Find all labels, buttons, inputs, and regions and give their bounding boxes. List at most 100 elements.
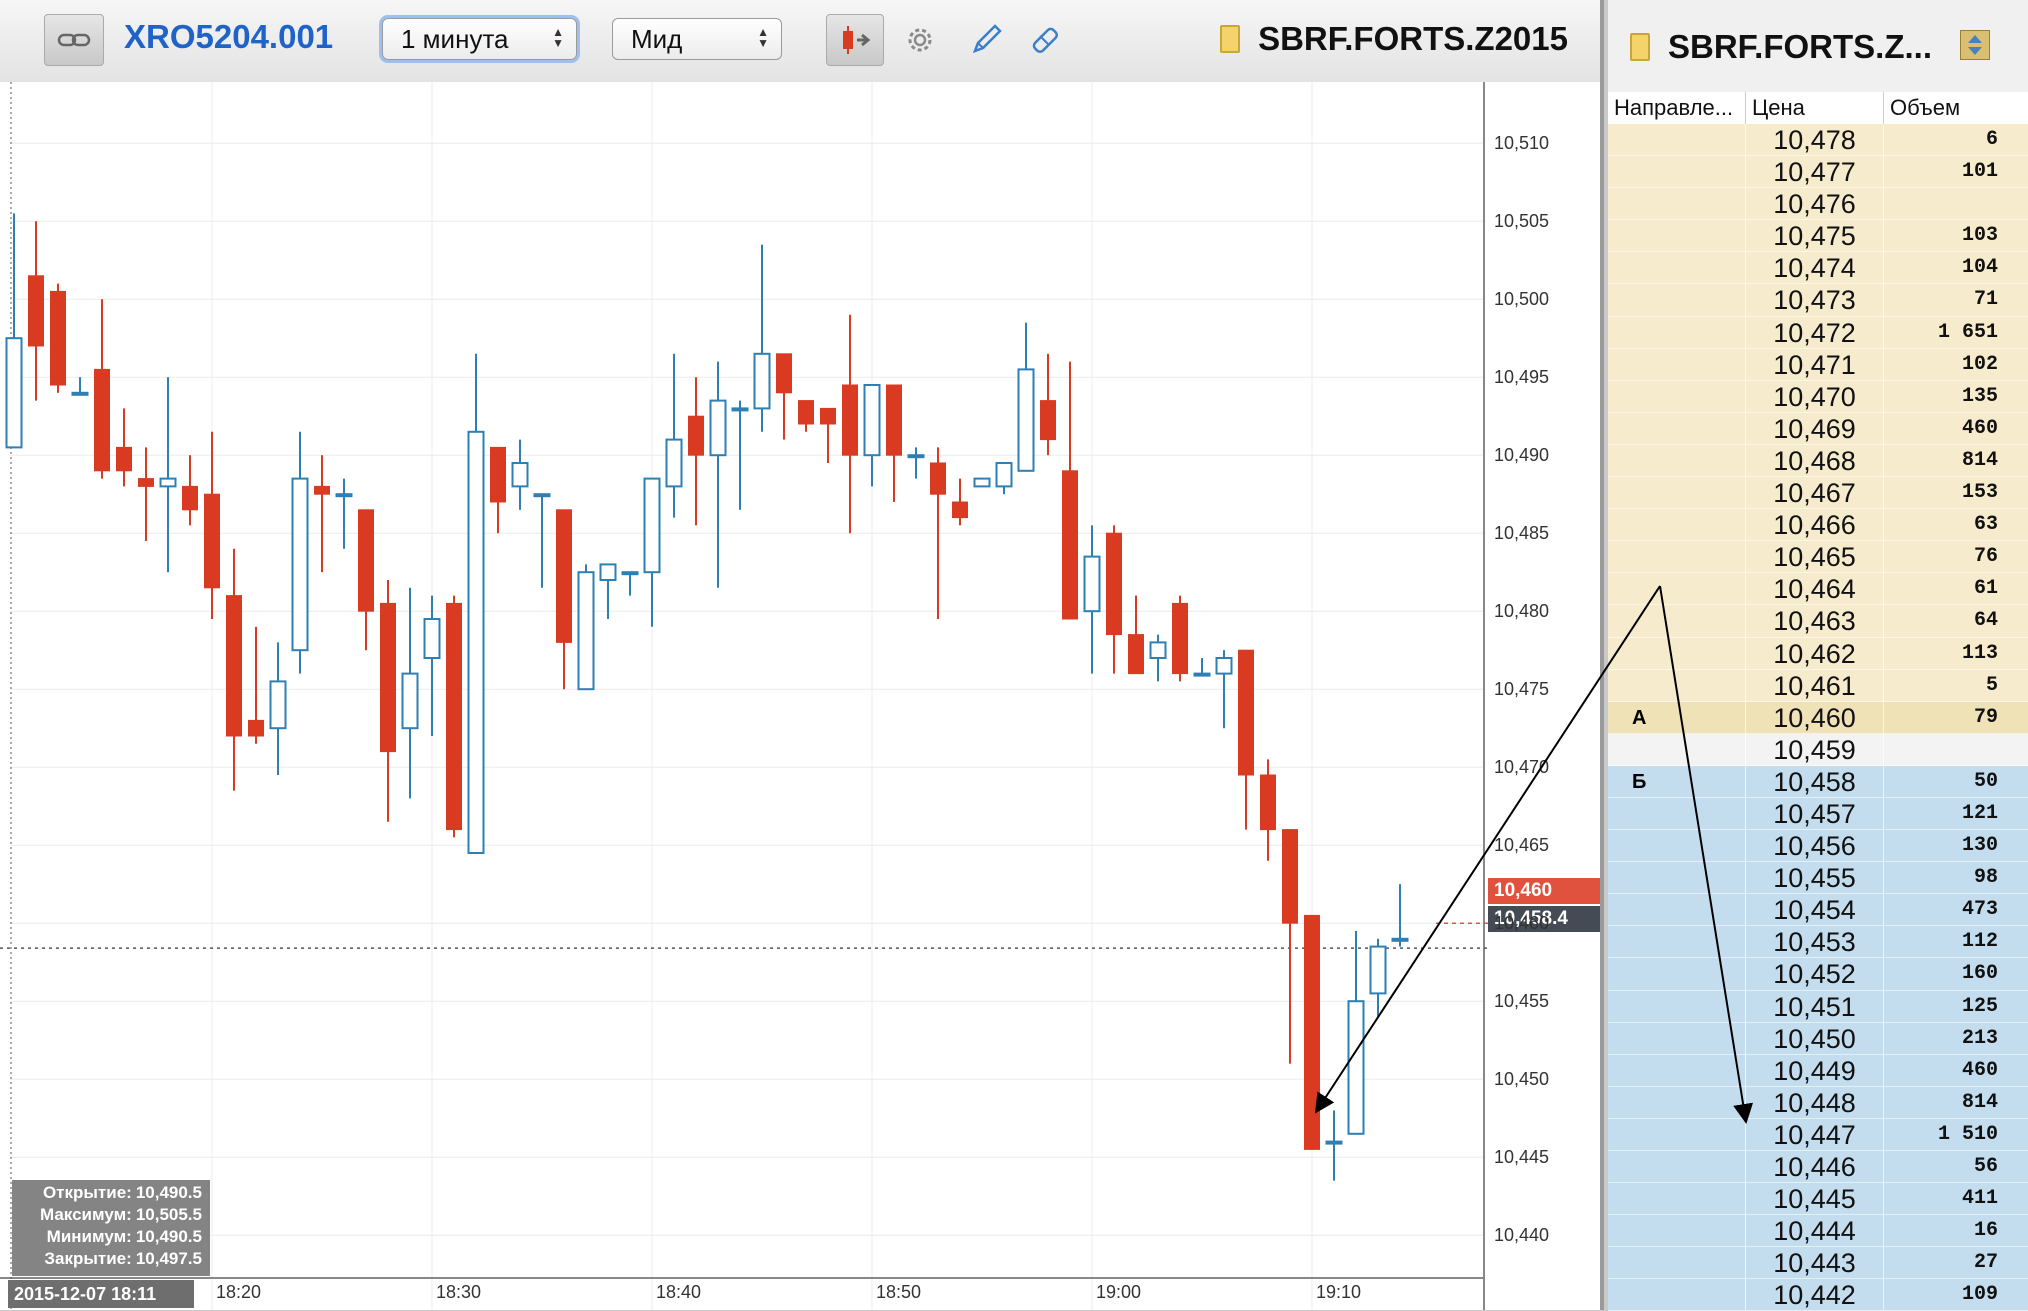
candle[interactable] xyxy=(269,642,287,775)
candlestick-plot[interactable] xyxy=(0,82,1600,1310)
candle[interactable] xyxy=(688,377,704,526)
order-book-row[interactable]: 10,466 63 xyxy=(1608,509,2028,542)
candle[interactable] xyxy=(1260,759,1276,861)
candle[interactable] xyxy=(401,587,419,799)
candle[interactable] xyxy=(28,221,44,401)
candle[interactable] xyxy=(1128,595,1144,675)
candle[interactable] xyxy=(621,571,639,596)
candle[interactable] xyxy=(314,455,330,573)
price-type-select[interactable]: Мид ▲ ▼ xyxy=(612,18,782,60)
candle[interactable] xyxy=(467,353,485,854)
settings-button[interactable] xyxy=(900,14,940,66)
candle[interactable] xyxy=(5,213,23,449)
order-book-row[interactable]: 10,461 5 xyxy=(1608,669,2028,702)
candle[interactable] xyxy=(643,477,661,627)
candle[interactable] xyxy=(886,384,902,502)
order-book-row[interactable]: 10,449 460 xyxy=(1608,1054,2028,1087)
candle[interactable] xyxy=(291,431,309,674)
candle[interactable] xyxy=(820,407,836,463)
order-book-row[interactable]: 10,444 16 xyxy=(1608,1215,2028,1248)
candle[interactable] xyxy=(599,563,617,619)
candle[interactable] xyxy=(1040,353,1056,456)
candle[interactable] xyxy=(71,377,89,396)
order-book-row[interactable]: 10,471 102 xyxy=(1608,348,2028,381)
candle[interactable] xyxy=(731,400,749,510)
candle[interactable] xyxy=(776,353,792,440)
candle[interactable] xyxy=(50,283,66,393)
order-book-row[interactable]: 10,467 153 xyxy=(1608,477,2028,510)
scroll-center-icon[interactable] xyxy=(1960,30,1990,60)
order-book-row[interactable]: 10,443 27 xyxy=(1608,1247,2028,1280)
order-book-row[interactable]: 10,454 473 xyxy=(1608,894,2028,927)
order-book-row[interactable]: 10,469 460 xyxy=(1608,412,2028,445)
column-volume[interactable]: Объем xyxy=(1890,95,1961,120)
candle[interactable] xyxy=(226,548,242,791)
order-book-row[interactable]: 10,457 121 xyxy=(1608,797,2028,831)
candle[interactable] xyxy=(842,314,858,534)
order-book-row[interactable]: 10,450 213 xyxy=(1608,1022,2028,1055)
candle[interactable] xyxy=(1017,322,1035,472)
candle[interactable] xyxy=(138,447,154,541)
order-book-row[interactable]: 10,470 135 xyxy=(1608,380,2028,413)
candle[interactable] xyxy=(863,384,881,487)
order-book-row[interactable]: А 10,460 79 xyxy=(1608,701,2028,734)
candle[interactable] xyxy=(204,431,220,619)
order-book-row[interactable]: 10,468 814 xyxy=(1608,444,2028,478)
candle[interactable] xyxy=(446,595,462,838)
candle[interactable] xyxy=(798,400,814,432)
candle[interactable] xyxy=(1149,634,1167,682)
order-book-row[interactable]: Б 10,458 50 xyxy=(1608,765,2028,798)
candle[interactable] xyxy=(577,564,595,691)
draw-button[interactable] xyxy=(966,14,1006,66)
candle[interactable] xyxy=(556,509,572,690)
candle[interactable] xyxy=(533,493,551,588)
column-price[interactable]: Цена xyxy=(1746,92,1884,124)
candle[interactable] xyxy=(116,408,132,487)
candle[interactable] xyxy=(1083,525,1101,674)
interval-select[interactable]: 1 минута ▲ ▼ xyxy=(382,18,577,60)
order-book-row[interactable]: 10,475 103 xyxy=(1608,220,2028,253)
candle[interactable] xyxy=(380,580,396,822)
candle[interactable] xyxy=(1106,525,1122,674)
candle[interactable] xyxy=(1062,361,1078,620)
candle[interactable] xyxy=(248,626,264,744)
candle[interactable] xyxy=(952,478,968,526)
order-book-row[interactable]: 10,464 61 xyxy=(1608,573,2028,606)
order-book-row[interactable]: 10,456 130 xyxy=(1608,830,2028,863)
order-book-row[interactable]: 10,459 xyxy=(1608,733,2028,766)
order-book-row[interactable]: 10,455 98 xyxy=(1608,862,2028,895)
candle[interactable] xyxy=(1172,595,1188,682)
order-book-row[interactable]: 10,445 411 xyxy=(1608,1183,2028,1216)
order-book-row[interactable]: 10,465 76 xyxy=(1608,541,2028,574)
candle[interactable] xyxy=(1282,829,1298,1064)
candle[interactable] xyxy=(907,447,925,479)
candle[interactable] xyxy=(709,361,727,588)
order-book-row[interactable]: 10,442 109 xyxy=(1608,1279,2028,1311)
candle[interactable] xyxy=(94,299,110,479)
candle[interactable] xyxy=(973,477,991,488)
eraser-button[interactable] xyxy=(1024,14,1064,66)
candle[interactable] xyxy=(1215,650,1233,729)
link-button[interactable] xyxy=(44,14,104,66)
order-book-row[interactable]: 10,446 56 xyxy=(1608,1151,2028,1184)
candle[interactable] xyxy=(1304,914,1320,1150)
symbol-link[interactable]: XRO5204.001 xyxy=(124,18,334,55)
order-book-row[interactable]: 10,451 125 xyxy=(1608,990,2028,1023)
order-book-row[interactable]: 10,473 71 xyxy=(1608,284,2028,317)
candle[interactable] xyxy=(423,595,441,736)
candle[interactable] xyxy=(1238,649,1254,830)
order-book-row[interactable]: 10,452 160 xyxy=(1608,958,2028,991)
order-book-row[interactable]: 10,463 64 xyxy=(1608,605,2028,638)
candle[interactable] xyxy=(159,377,177,573)
candle[interactable] xyxy=(335,478,353,549)
order-book-row[interactable]: 10,476 xyxy=(1608,188,2028,221)
chart-style-button[interactable] xyxy=(826,14,884,66)
column-direction[interactable]: Направле... xyxy=(1608,92,1746,124)
order-book-row[interactable]: 10,447 1 510 xyxy=(1608,1118,2028,1151)
order-book-row[interactable]: 10,474 104 xyxy=(1608,252,2028,285)
candle[interactable] xyxy=(358,509,374,651)
candle[interactable] xyxy=(1325,1110,1343,1181)
candle[interactable] xyxy=(995,462,1013,495)
candle[interactable] xyxy=(511,439,529,510)
order-book-row[interactable]: 10,462 113 xyxy=(1608,637,2028,670)
